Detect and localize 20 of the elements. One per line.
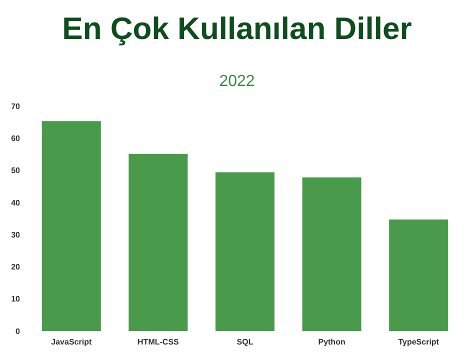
bar	[389, 219, 448, 331]
y-tick-label: 70	[11, 102, 21, 111]
y-tick-label: 10	[11, 294, 21, 304]
x-tick-label: JavaScript	[51, 338, 92, 347]
x-tick-label: Python	[318, 338, 346, 347]
x-tick-label: SQL	[236, 338, 254, 347]
chart-subtitle: 2022	[218, 72, 256, 92]
y-tick-label: 50	[11, 166, 21, 176]
bar	[302, 177, 362, 331]
bar	[128, 154, 188, 331]
bar	[42, 121, 101, 331]
chart-title: En Çok Kullanılan Diller	[61, 10, 413, 48]
y-tick-label: 60	[11, 134, 21, 143]
x-tick-label: HTML-CSS	[138, 338, 180, 347]
y-tick-label: 20	[11, 262, 21, 272]
y-tick-label: 40	[11, 198, 21, 208]
bar	[215, 172, 274, 331]
y-tick-label: 30	[11, 230, 21, 240]
y-tick-label: 0	[16, 326, 21, 336]
x-tick-label: TypeScript	[398, 338, 440, 347]
